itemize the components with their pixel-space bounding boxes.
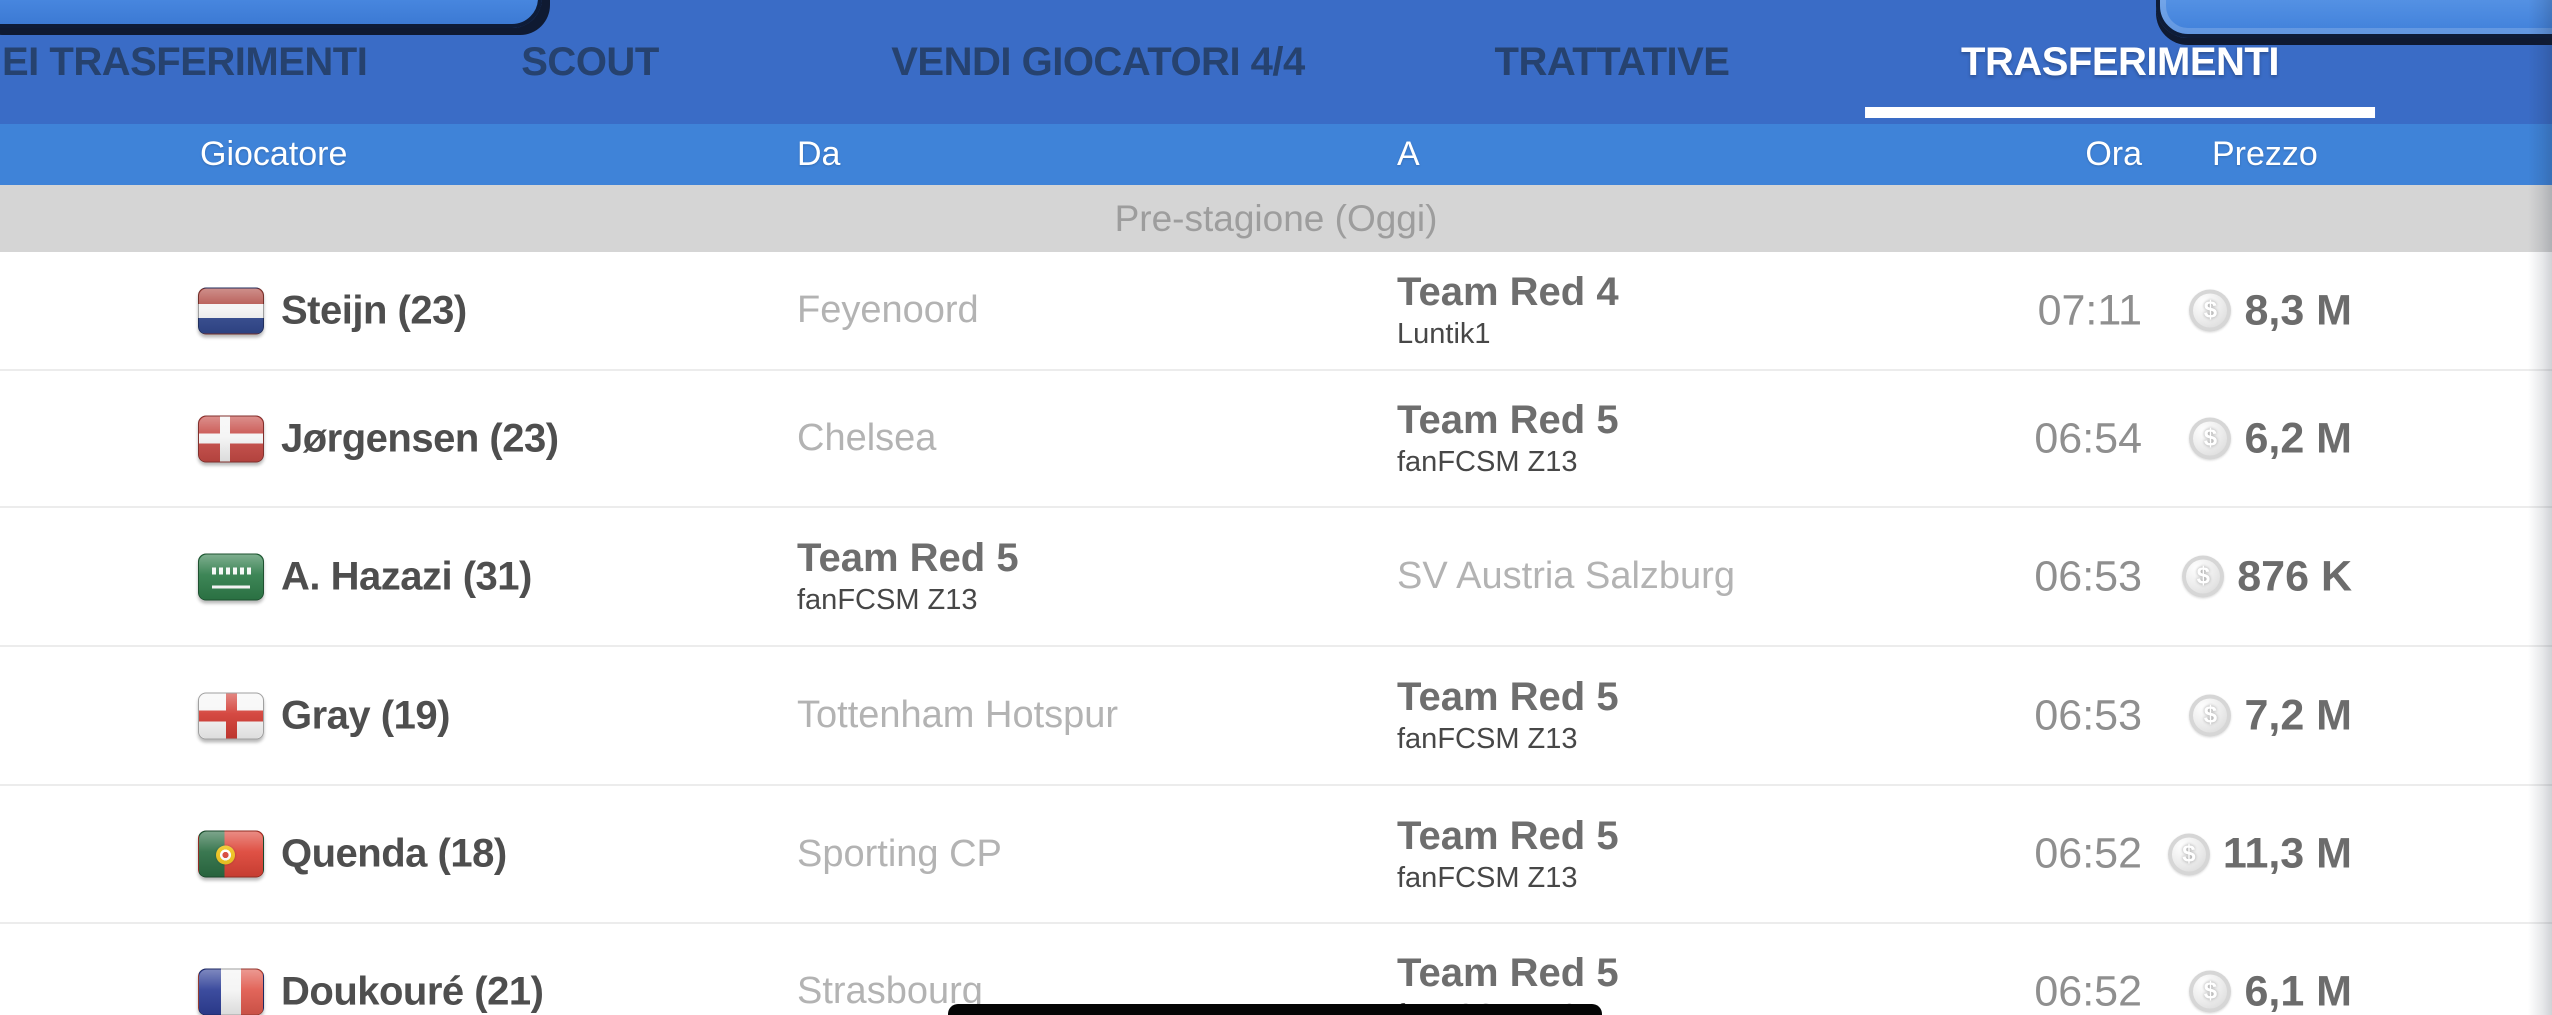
from-club: Strasbourg <box>797 970 983 1012</box>
transfer-price: $ 6,1 M <box>2189 967 2352 1015</box>
transfer-row[interactable]: Quenda (18) Sporting CP Team Red 5 fanFC… <box>0 784 2552 922</box>
tab-scout[interactable]: SCOUT <box>521 39 659 84</box>
player-name: Jørgensen (23) <box>281 416 559 460</box>
team-name: Team Red 5 <box>1397 951 1619 995</box>
flag-portugal-icon <box>198 830 264 878</box>
column-header-to: A <box>1397 135 1420 173</box>
transfer-time: 06:54 <box>2034 414 2142 462</box>
manager-name: fanFCSM Z13 <box>1397 723 1578 755</box>
coin-icon: $ <box>2189 970 2232 1013</box>
flag-denmark-icon <box>198 415 264 462</box>
transfer-row[interactable]: Steijn (23) Feyenoord Team Red 4 Luntik1… <box>0 252 2552 369</box>
flag-netherlands-icon <box>198 287 264 334</box>
player-name: Gray (19) <box>281 693 450 737</box>
transfer-row[interactable]: Doukouré (21) Strasbourg Team Red 5 fanF… <box>0 922 2552 1015</box>
transfer-price: $ 7,2 M <box>2189 691 2352 740</box>
column-header-player: Giocatore <box>200 135 348 173</box>
player-name: A. Hazazi (31) <box>281 554 532 598</box>
from-club: Feyenoord <box>797 289 979 331</box>
to-club: Team Red 5 fanFCSM Z13 <box>1397 786 1619 922</box>
flag-france-icon <box>198 968 264 1015</box>
from-club: Tottenham Hotspur <box>797 694 1119 736</box>
tab-bar: EI TRASFERIMENTI SCOUT VENDI GIOCATORI 4… <box>0 0 2552 124</box>
home-indicator[interactable] <box>948 1004 1602 1015</box>
transfer-row[interactable]: Gray (19) Tottenham Hotspur Team Red 5 f… <box>0 645 2552 784</box>
tab-transfers[interactable]: TRASFERIMENTI <box>1961 0 2279 124</box>
to-club: Team Red 5 fanFCSM Z13 <box>1397 924 1619 1015</box>
from-club: Team Red 5 fanFCSM Z13 <box>797 508 1019 645</box>
flag-england-icon <box>198 692 264 739</box>
transfer-price: $ 6,2 M <box>2189 414 2352 463</box>
manager-name: Luntik1 <box>1397 318 1491 350</box>
tab-sell-players[interactable]: VENDI GIOCATORI 4/4 <box>891 39 1305 84</box>
team-name: Team Red 5 <box>1397 398 1619 442</box>
to-club: Team Red 5 fanFCSM Z13 <box>1397 371 1619 506</box>
transfer-price: $ 8,3 M <box>2189 286 2352 335</box>
transfer-time: 06:53 <box>2034 552 2142 600</box>
player-name: Quenda (18) <box>281 831 507 876</box>
to-club: Team Red 4 Luntik1 <box>1397 252 1619 369</box>
coin-icon: $ <box>2189 289 2232 332</box>
coin-icon: $ <box>2189 417 2232 460</box>
from-club: Chelsea <box>797 417 937 459</box>
section-header: Pre-stagione (Oggi) <box>0 185 2552 252</box>
transfer-row[interactable]: A. Hazazi (31) Team Red 5 fanFCSM Z13 SV… <box>0 506 2552 645</box>
coin-icon: $ <box>2167 833 2210 875</box>
column-header-from: Da <box>797 135 841 173</box>
team-name: Team Red 4 <box>1397 270 1619 314</box>
price-amount: 7,2 M <box>2244 691 2352 739</box>
tab-negotiations[interactable]: TRATTATIVE <box>1494 39 1730 84</box>
team-name: Team Red 5 <box>1397 813 1619 858</box>
transfer-price: $ 876 K <box>2182 552 2352 601</box>
price-amount: 6,1 M <box>2244 967 2352 1015</box>
transfer-time: 06:53 <box>2034 691 2142 739</box>
tab-my-transfers[interactable]: EI TRASFERIMENTI <box>2 39 368 84</box>
manager-name: fanFCSM Z13 <box>1397 446 1578 478</box>
top-right-panel-corner <box>2156 0 2552 38</box>
transfer-price: $ 11,3 M <box>2167 829 2352 879</box>
column-header-price: Prezzo <box>2212 135 2318 173</box>
transfer-time: 06:52 <box>2034 829 2142 878</box>
to-club: SV Austria Salzburg <box>1397 555 1735 597</box>
team-name: Team Red 5 <box>1397 675 1619 719</box>
transfer-time: 07:11 <box>2037 286 2142 334</box>
coin-icon: $ <box>2189 694 2232 737</box>
transfer-time: 06:52 <box>2034 967 2142 1015</box>
team-name: Team Red 5 <box>797 536 1019 580</box>
price-amount: 6,2 M <box>2244 414 2352 462</box>
player-name: Steijn (23) <box>281 288 467 332</box>
player-name: Doukouré (21) <box>281 969 544 1013</box>
manager-name: fanFCSM Z13 <box>1397 861 1578 894</box>
manager-name: fanFCSM Z13 <box>797 584 978 616</box>
coin-icon: $ <box>2182 555 2225 598</box>
to-club: Team Red 5 fanFCSM Z13 <box>1397 647 1619 784</box>
transfer-row[interactable]: Jørgensen (23) Chelsea Team Red 5 fanFCS… <box>0 369 2552 506</box>
from-club: Sporting CP <box>797 832 1002 875</box>
flag-saudi-arabia-icon <box>198 553 264 600</box>
table-header: Giocatore Da A Ora Prezzo <box>0 124 2552 185</box>
price-amount: 8,3 M <box>2244 286 2352 334</box>
top-left-panel-corner <box>0 0 542 28</box>
price-amount: 11,3 M <box>2222 829 2352 878</box>
column-header-time: Ora <box>2085 135 2142 173</box>
price-amount: 876 K <box>2237 552 2352 600</box>
